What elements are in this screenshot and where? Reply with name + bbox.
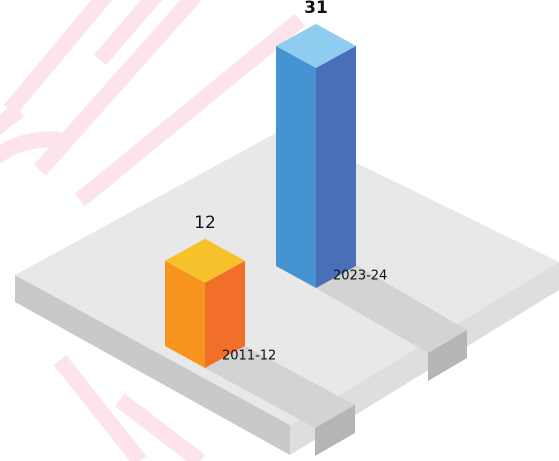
bar xyxy=(165,238,245,368)
background-decoration xyxy=(0,0,306,461)
bar-right-face xyxy=(205,260,245,368)
value-label: 31 xyxy=(304,0,328,18)
category-label: 2023-24 xyxy=(333,269,387,284)
bar xyxy=(276,23,356,289)
bar-left-face xyxy=(165,260,205,368)
bar-right-face xyxy=(316,45,356,289)
value-label: 12 xyxy=(194,213,216,233)
bar-left-face xyxy=(276,45,316,289)
platform xyxy=(15,128,559,456)
bar-top-face xyxy=(165,238,245,283)
bar-top-face xyxy=(276,23,356,68)
bars: 12 2011-12 31 2023-24 xyxy=(165,0,387,368)
category-label: 2011-12 xyxy=(222,349,276,364)
